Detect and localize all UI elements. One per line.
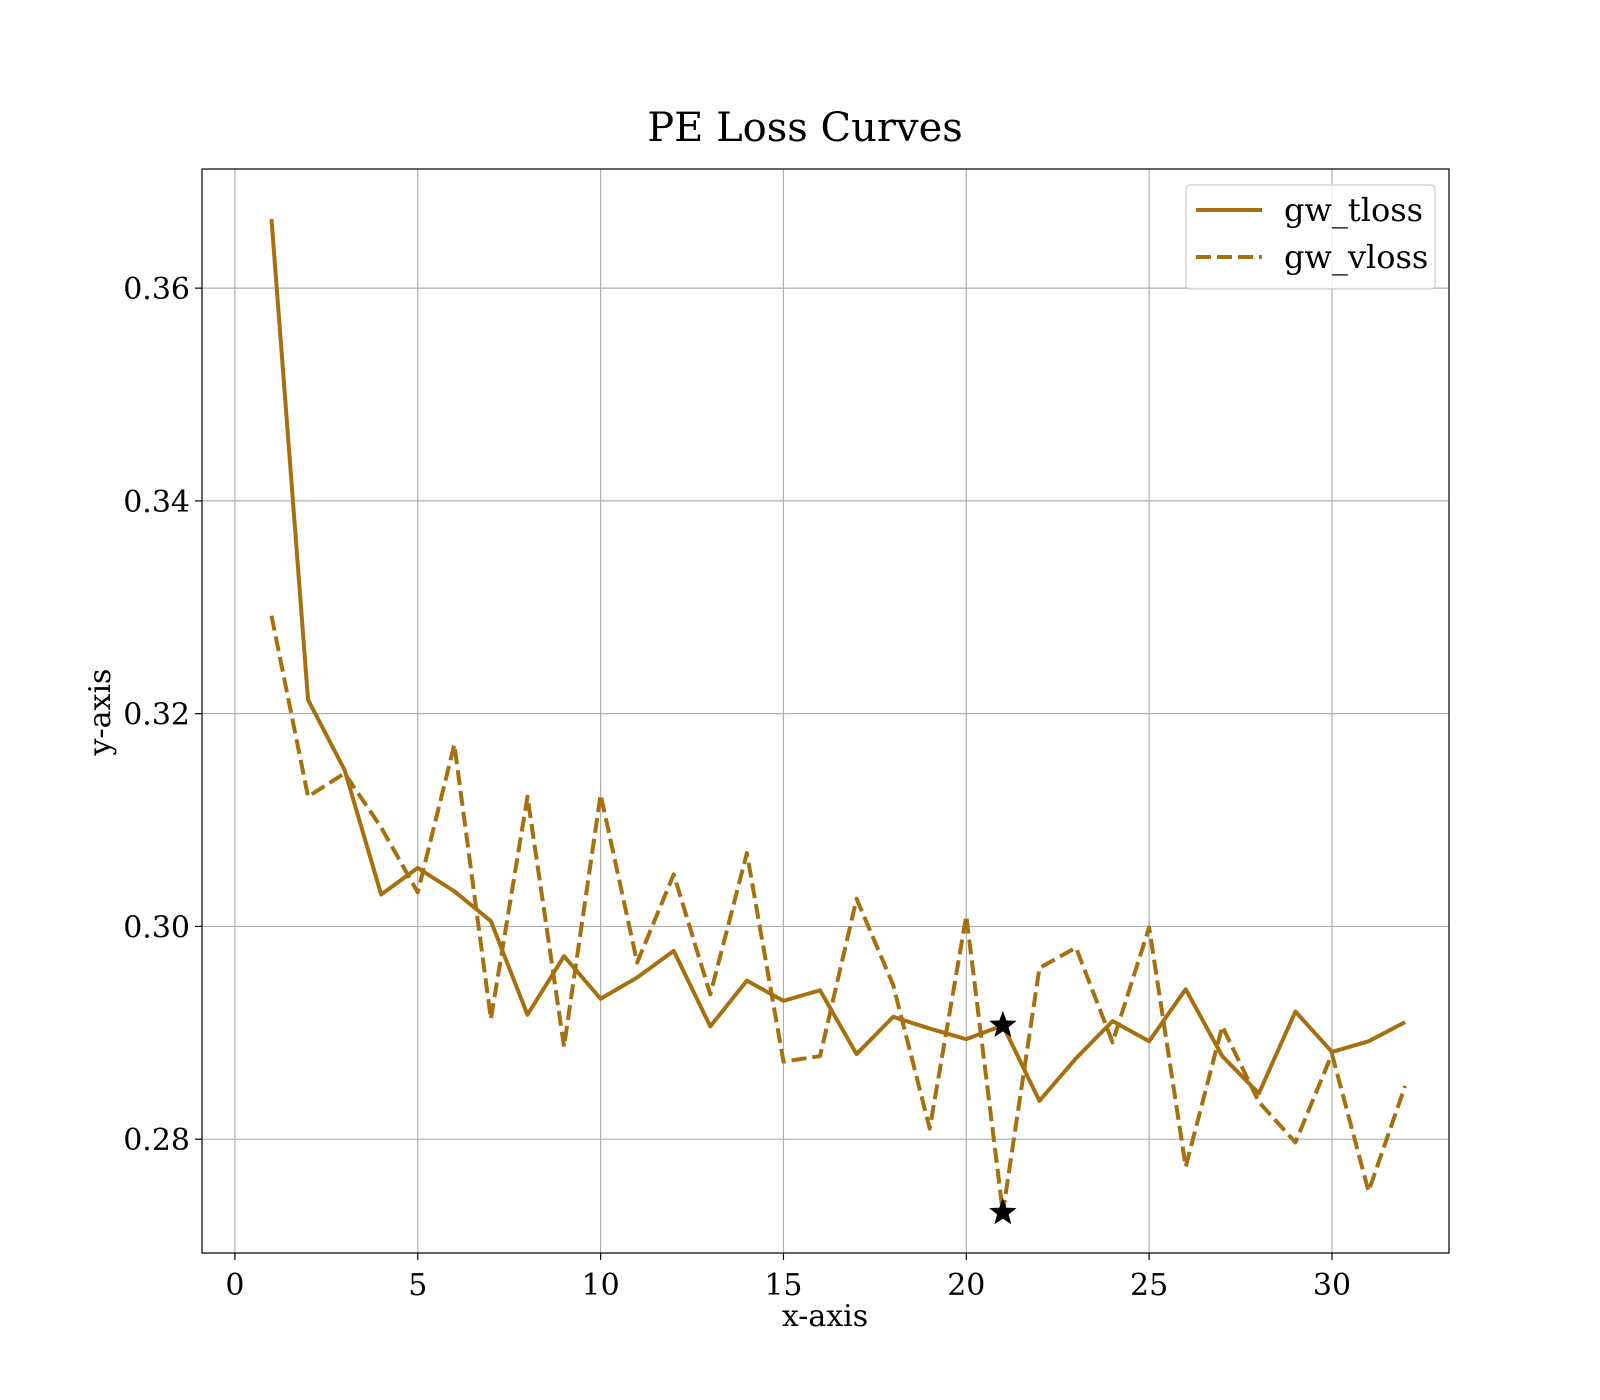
y-tick-label: 0.28 (123, 1123, 190, 1158)
x-axis-label: x-axis (782, 1299, 868, 1334)
x-tick-label: 30 (1313, 1268, 1351, 1303)
legend-label-gw-tloss: gw_tloss (1284, 191, 1423, 229)
series-line-gw-vloss (269, 615, 1408, 1215)
y-tick-label: 0.36 (123, 272, 190, 307)
axis-ticks: 0 5 10 15 20 25 30 0.28 0.30 0.32 0.34 0.36 (123, 272, 1351, 1303)
best-point-marker-gw-tloss (989, 1010, 1017, 1038)
plot-frame (201, 168, 1450, 1254)
legend-label-gw-vloss: gw_vloss (1284, 238, 1428, 276)
legend: gw_tloss gw_vloss (1185, 184, 1436, 290)
x-tick-label: 20 (947, 1268, 985, 1303)
best-point-marker-gw-vloss (989, 1198, 1017, 1225)
chart-title: PE Loss Curves (647, 105, 963, 151)
y-tick-label: 0.34 (123, 485, 190, 520)
x-tick-label: 25 (1130, 1268, 1168, 1303)
plot-series (269, 218, 1408, 1225)
y-tick-label: 0.32 (123, 698, 190, 733)
grid-lines (202, 169, 1449, 1253)
series-line-gw-tloss (269, 218, 1407, 1103)
x-tick-label: 10 (582, 1268, 620, 1303)
x-tick-label: 5 (408, 1268, 427, 1303)
x-tick-label: 0 (225, 1268, 244, 1303)
y-axis-label: y-axis (83, 669, 118, 757)
y-tick-label: 0.30 (123, 910, 190, 945)
x-tick-label: 15 (764, 1268, 802, 1303)
